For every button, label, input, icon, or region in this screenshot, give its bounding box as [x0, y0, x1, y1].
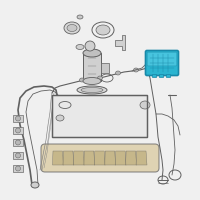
Ellipse shape [140, 101, 150, 109]
Ellipse shape [76, 45, 84, 49]
Ellipse shape [31, 182, 39, 188]
Ellipse shape [67, 24, 77, 31]
Bar [13, 139, 23, 146]
FancyBboxPatch shape [147, 52, 177, 66]
Ellipse shape [85, 41, 95, 51]
Polygon shape [94, 151, 105, 165]
Bar [166, 74, 170, 77]
Bar [13, 127, 23, 134]
Bar [13, 165, 23, 172]
Ellipse shape [134, 68, 138, 72]
Polygon shape [63, 151, 74, 165]
Polygon shape [84, 151, 95, 165]
Ellipse shape [80, 78, 84, 82]
Bar [13, 115, 23, 122]
FancyBboxPatch shape [41, 144, 159, 172]
Bar [52, 95, 147, 137]
Bar [13, 152, 23, 159]
Ellipse shape [64, 22, 80, 34]
Ellipse shape [77, 15, 83, 19]
Ellipse shape [98, 76, 102, 80]
Ellipse shape [16, 166, 21, 171]
Ellipse shape [83, 77, 101, 84]
Ellipse shape [56, 115, 64, 121]
Polygon shape [136, 151, 147, 165]
Ellipse shape [81, 88, 103, 92]
Ellipse shape [96, 25, 110, 35]
Ellipse shape [16, 140, 21, 145]
Ellipse shape [83, 49, 101, 57]
Bar [52, 95, 147, 137]
Polygon shape [115, 151, 126, 165]
Ellipse shape [16, 153, 21, 158]
Polygon shape [73, 151, 84, 165]
Polygon shape [52, 151, 63, 165]
Polygon shape [126, 151, 137, 165]
Ellipse shape [16, 116, 21, 121]
Bar [101, 63, 109, 73]
Ellipse shape [77, 86, 107, 94]
Polygon shape [105, 151, 116, 165]
Bar [83, 53, 101, 81]
FancyBboxPatch shape [146, 50, 179, 75]
Ellipse shape [16, 128, 21, 133]
Ellipse shape [116, 71, 120, 75]
Bar [152, 74, 156, 77]
Polygon shape [115, 35, 125, 50]
Bar [159, 74, 163, 77]
